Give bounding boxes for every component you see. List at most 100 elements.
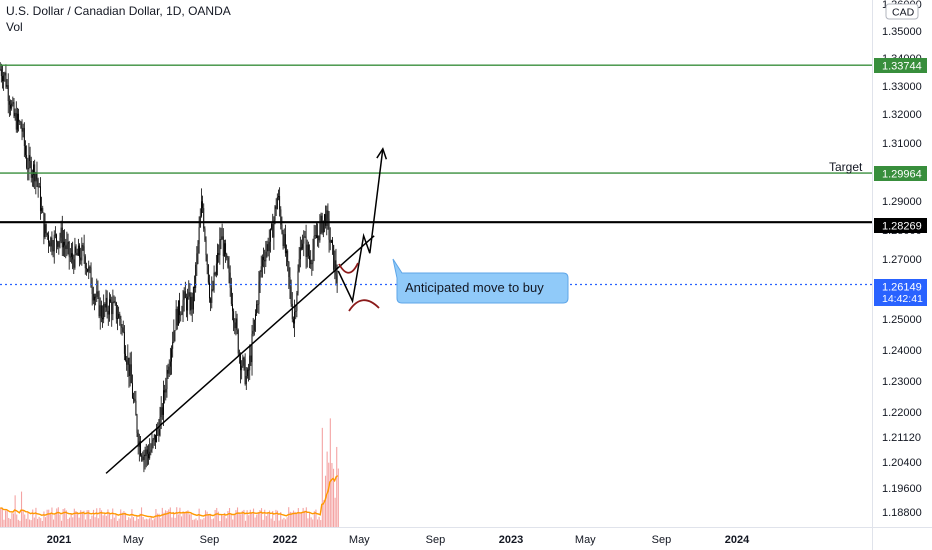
volume-bar (168, 509, 170, 527)
candle-body (234, 322, 236, 329)
currency-badge[interactable] (885, 3, 919, 20)
candle-body (181, 312, 183, 315)
volume-bar (83, 510, 85, 527)
candle-body (83, 246, 85, 257)
candle-body (120, 319, 122, 328)
candle-body (302, 243, 304, 249)
target-price-tag (874, 166, 927, 181)
volume-bar (96, 508, 98, 527)
candle-body (153, 434, 155, 440)
volume-bar (300, 513, 303, 527)
x-tick-label: May (123, 534, 144, 546)
candle-body (230, 287, 232, 304)
volume-bar (97, 518, 99, 527)
volume-bar (260, 508, 263, 527)
candle-body (88, 266, 90, 272)
volume-indicator-label[interactable]: Vol (6, 20, 23, 34)
projection-path[interactable] (337, 148, 384, 304)
candle-body (13, 102, 15, 117)
volume-bar (294, 511, 296, 527)
volume-bar (84, 519, 87, 527)
volume-bar (148, 518, 151, 527)
volume-bar (177, 514, 179, 527)
candle-body (287, 250, 289, 262)
volume-bar (140, 507, 143, 527)
volume-bar (320, 520, 322, 527)
candle-body (60, 227, 62, 238)
candle-body (329, 239, 331, 243)
candle-body (113, 301, 115, 303)
volume-bar (102, 515, 104, 527)
volume-bar (144, 519, 146, 527)
volume-bar (305, 507, 307, 527)
candle-body (127, 357, 129, 365)
candle-body (95, 296, 97, 298)
volume-bar (121, 512, 123, 527)
candle-body (256, 304, 258, 314)
candle-body (312, 249, 314, 264)
lower-curve-mark[interactable] (348, 299, 380, 312)
upper-curve-mark[interactable] (338, 262, 359, 274)
candle-body (22, 127, 24, 132)
ascending-trendline[interactable] (105, 235, 375, 474)
candle-body (197, 243, 199, 254)
candle-body (236, 318, 238, 331)
candle-body (290, 286, 292, 304)
candle-body (50, 237, 52, 247)
volume-bar (212, 518, 215, 527)
candle-body (99, 305, 101, 317)
candle-body (14, 112, 16, 117)
volume-layer (0, 418, 339, 527)
volume-bar (52, 519, 55, 527)
candle-body (324, 214, 325, 221)
volume-bar (270, 518, 272, 527)
candle-body (126, 360, 128, 365)
candle-body (222, 236, 224, 257)
candle-body (117, 318, 118, 319)
candle-body (85, 268, 87, 269)
candle-body (292, 319, 294, 324)
candle-body (136, 415, 138, 433)
candle-body (128, 357, 130, 376)
volume-bar (174, 517, 176, 527)
y-tick-label: 1.29000 (882, 196, 922, 208)
volume-bar (40, 518, 42, 527)
candle-body (289, 277, 291, 287)
candle-body (176, 308, 178, 326)
candle-body (171, 348, 172, 362)
candle-body (207, 264, 209, 283)
volume-bar (304, 510, 306, 527)
candle-body (310, 259, 312, 265)
volume-bar (72, 517, 74, 527)
plot-area[interactable] (0, 0, 872, 527)
candle-body (112, 302, 114, 315)
x-tick-label: May (575, 534, 596, 546)
volume-bar (236, 507, 239, 527)
volume-bar (54, 514, 56, 527)
candle-body (81, 245, 83, 261)
volume-bar (22, 509, 24, 527)
y-tick-label: 1.18800 (882, 507, 922, 519)
candle-body (258, 281, 260, 305)
volume-bar (65, 510, 67, 527)
candle-body (330, 240, 332, 243)
candle-body (227, 257, 229, 267)
callout-bubble[interactable] (392, 258, 569, 304)
candle-body (318, 235, 320, 241)
volume-bar (11, 512, 13, 527)
volume-bar (150, 516, 152, 527)
candle-body (82, 245, 84, 247)
volume-bar (289, 511, 291, 527)
volume-bar (8, 517, 10, 527)
candle-body (264, 259, 266, 262)
volume-bar (172, 511, 175, 527)
candle-body (146, 449, 148, 454)
volume-bar (264, 509, 266, 527)
candle-body (8, 101, 10, 105)
volume-bar (73, 508, 75, 527)
volume-bar (160, 518, 162, 527)
volume-bar (49, 513, 51, 527)
volume-bar (337, 468, 339, 527)
volume-bar (132, 517, 135, 527)
